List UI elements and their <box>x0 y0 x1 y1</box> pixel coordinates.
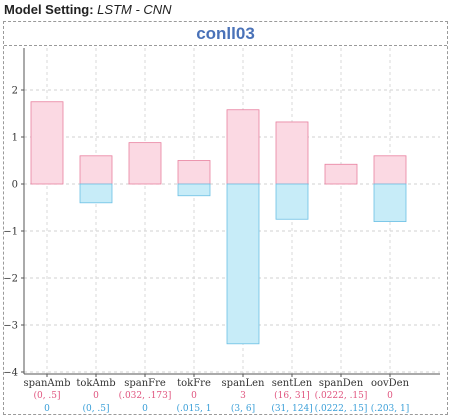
category-label: tokAmb <box>76 378 115 389</box>
bar-negative-oovDen <box>373 183 407 222</box>
y-tick-label: −4 <box>3 368 18 379</box>
bar-positive-tokAmb <box>79 155 113 185</box>
bin-label-top: 0 <box>191 391 197 401</box>
model-setting: Model Setting: LSTM - CNN <box>4 2 172 17</box>
bin-label-bottom: 0 <box>142 404 148 414</box>
model-setting-label: Model Setting: <box>4 2 94 17</box>
bin-label-bottom: (31, 124] <box>271 403 312 414</box>
bar-positive-spanLen <box>226 109 260 185</box>
bin-label-bottom: (.203, 1] <box>371 403 410 414</box>
bin-label-bottom: (3, 6] <box>231 403 255 414</box>
y-tick-label: −3 <box>3 321 18 332</box>
bar-positive-oovDen <box>373 155 407 185</box>
category-label: spanLen <box>222 378 265 389</box>
bin-label-top: (0, .5] <box>33 390 60 401</box>
category-label: spanDen <box>319 378 364 389</box>
bar-positive-spanFre <box>128 142 162 185</box>
y-tick-label: 1 <box>12 133 18 144</box>
bin-label-top: (16, 31] <box>274 390 310 401</box>
bin-label-top: 3 <box>240 391 246 401</box>
y-tick-label: 0 <box>12 180 18 191</box>
category-label: tokFre <box>177 378 211 389</box>
chart-title-bar: conll03 <box>4 22 447 46</box>
bar-positive-sentLen <box>275 121 309 185</box>
chart-title: conll03 <box>196 24 255 43</box>
bar-negative-tokAmb <box>79 183 113 204</box>
bin-label-bottom: (.015, 1 <box>177 403 212 414</box>
category-label: spanAmb <box>23 378 70 389</box>
bin-label-top: (.032, .173] <box>119 390 172 401</box>
category-label: oovDen <box>371 378 410 389</box>
bin-label-bottom: (.0222, .15] <box>315 403 368 414</box>
bar-negative-tokFre <box>177 183 211 197</box>
bin-label-bottom: (0, .5] <box>82 403 109 414</box>
category-label: spanFre <box>124 378 166 389</box>
bar-positive-tokFre <box>177 160 211 185</box>
y-tick-label: −1 <box>3 227 18 238</box>
bar-positive-spanAmb <box>30 101 64 185</box>
y-tick-label: 2 <box>12 86 18 97</box>
y-tick-label: −2 <box>3 274 18 285</box>
model-setting-value: LSTM - CNN <box>97 2 172 17</box>
bar-negative-spanLen <box>226 183 260 345</box>
bar-negative-sentLen <box>275 183 309 220</box>
bin-label-top: 0 <box>387 391 393 401</box>
bin-label-top: (.0222, .15] <box>315 390 368 401</box>
bin-label-bottom: 0 <box>44 404 50 414</box>
category-label: sentLen <box>272 378 313 389</box>
chart-frame: conll03 <box>3 21 448 415</box>
bin-label-top: 0 <box>93 391 99 401</box>
bar-positive-spanDen <box>324 163 358 185</box>
